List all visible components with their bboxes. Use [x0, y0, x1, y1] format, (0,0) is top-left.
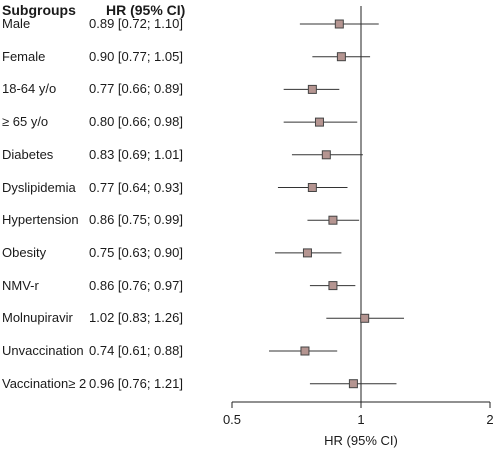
hr-ci-value: 0.96 [0.76; 1.21] — [89, 375, 183, 391]
hr-marker — [302, 248, 312, 258]
hr-marker — [336, 52, 346, 62]
subgroup-label: Obesity — [2, 244, 47, 260]
subgroup-label: Male — [2, 16, 31, 31]
hr-marker — [300, 346, 310, 356]
hr-header: HR (95% CI) — [106, 2, 186, 18]
x-tick-label: 2 — [486, 412, 493, 427]
hr-marker — [334, 19, 344, 29]
hr-ci-value: 0.86 [0.76; 0.97] — [89, 277, 183, 293]
hr-ci-value: 0.83 [0.69; 1.01] — [89, 146, 183, 162]
hr-ci-value: 0.80 [0.66; 0.98] — [89, 114, 183, 130]
x-tick-label: 1 — [357, 412, 364, 427]
subgroups-header: Subgroups — [2, 2, 76, 18]
hr-marker — [321, 150, 331, 160]
hr-ci-value: 0.86 [0.75; 0.99] — [89, 212, 183, 228]
hr-ci-value: 0.75 [0.63; 0.90] — [89, 244, 183, 260]
subgroup-label: 18-64 y/o — [2, 81, 57, 97]
subgroup-label: Dyslipidemia — [2, 179, 76, 195]
subgroup-label: Female — [2, 48, 46, 64]
hr-ci-value: 0.89 [0.72; 1.10] — [89, 16, 183, 31]
hr-ci-value: 0.77 [0.64; 0.93] — [89, 179, 183, 195]
hr-marker — [348, 379, 358, 389]
hr-marker — [360, 313, 370, 323]
subgroup-label: Unvaccination — [2, 343, 84, 358]
subgroup-label: Diabetes — [2, 146, 54, 162]
hr-marker — [328, 281, 338, 291]
subgroup-label: Hypertension — [2, 212, 79, 228]
hr-marker — [328, 215, 338, 225]
hr-ci-value: 1.02 [0.83; 1.26] — [89, 310, 183, 326]
hr-ci-value: 0.77 [0.66; 0.89] — [89, 81, 183, 97]
x-tick-label: 0.5 — [223, 412, 241, 427]
subgroup-label: Vaccination≥ 2 — [2, 375, 87, 391]
hr-marker — [307, 84, 317, 94]
subgroup-label: NMV-r — [2, 277, 39, 293]
subgroup-label: Molnupiravir — [2, 310, 73, 326]
hr-marker — [314, 117, 324, 127]
subgroup-label: ≥ 65 y/o — [2, 114, 49, 130]
hr-ci-value: 0.90 [0.77; 1.05] — [89, 48, 183, 64]
x-axis-label: HR (95% CI) — [324, 433, 398, 448]
hr-marker — [307, 183, 317, 192]
hr-ci-value: 0.74 [0.61; 0.88] — [89, 343, 183, 358]
